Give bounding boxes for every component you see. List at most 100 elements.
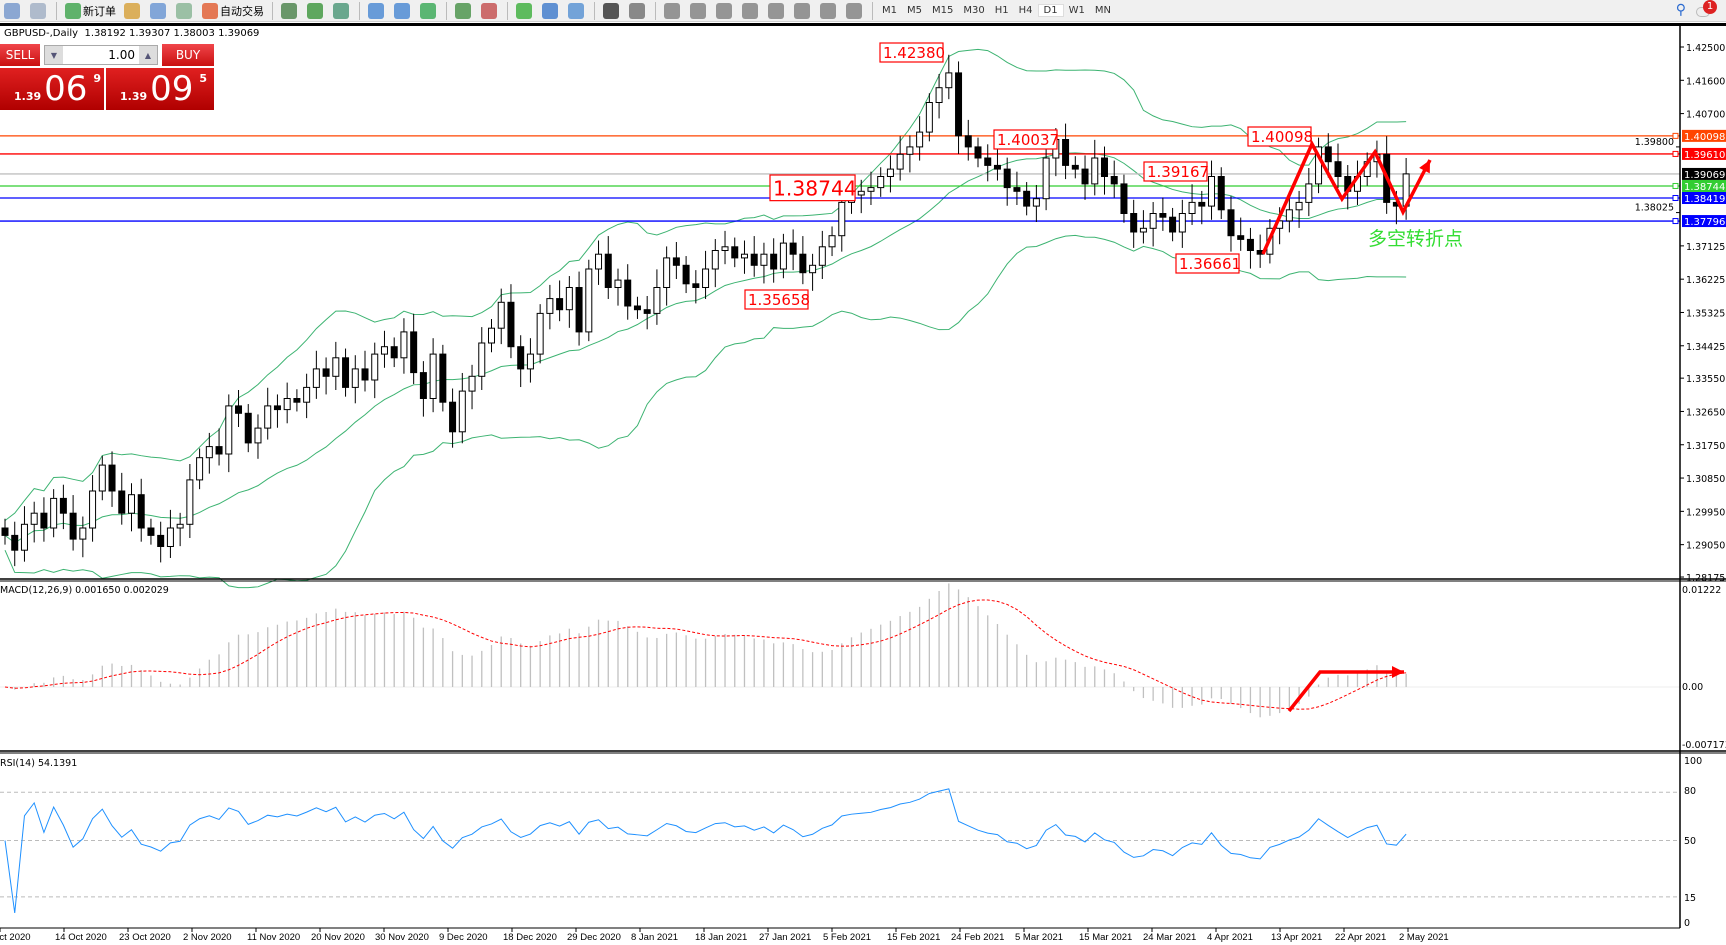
- buy-button[interactable]: BUY: [162, 44, 214, 66]
- fibonacci-icon[interactable]: [764, 1, 790, 21]
- candle-body-bull: [1305, 183, 1313, 203]
- macd-signal-line: [4, 599, 1407, 710]
- toolbar: 新订单 自动交易 M1 M5 M15 M30 H1 H4 D1 W1 MN: [0, 0, 1726, 22]
- candle-body-bear: [750, 253, 758, 266]
- indicators-icon[interactable]: [512, 1, 538, 21]
- lot-increase-button[interactable]: ▲: [139, 46, 157, 64]
- candle: [89, 475, 97, 542]
- candle-body-bull: [351, 368, 359, 388]
- timeframe-w1[interactable]: W1: [1068, 5, 1085, 16]
- price-annotation-box: [1143, 161, 1208, 182]
- candle-body-bear: [799, 253, 807, 274]
- bar-chart-icon[interactable]: [277, 1, 303, 21]
- horizontal-line-icon[interactable]: [686, 1, 712, 21]
- signals-icon[interactable]: [172, 1, 198, 21]
- candle: [1042, 139, 1050, 211]
- timeframe-mn[interactable]: MN: [1094, 5, 1111, 16]
- candle: [1315, 137, 1323, 194]
- periods-icon-glyph: [542, 2, 558, 19]
- metaeditor-icon[interactable]: [120, 1, 146, 21]
- timeframe-m15[interactable]: M15: [932, 5, 954, 16]
- candle-body-bull: [468, 375, 476, 392]
- notifications-icon[interactable]: 1: [1696, 0, 1718, 19]
- line-chart-icon[interactable]: [329, 1, 355, 21]
- timeframe-d1[interactable]: D1: [1037, 4, 1064, 17]
- date-tick-label: 24 Mar 2021: [1143, 932, 1196, 943]
- candle: [40, 497, 48, 542]
- chart-shift-icon[interactable]: [477, 1, 503, 21]
- candle: [740, 240, 748, 274]
- candle-body-bear: [770, 253, 778, 270]
- price-tick-label: 1.37125: [1686, 242, 1725, 253]
- auto-trading-button[interactable]: 自动交易: [198, 1, 268, 21]
- tile-windows-icon[interactable]: [416, 1, 442, 21]
- candle: [760, 242, 768, 284]
- periods-icon[interactable]: [538, 1, 564, 21]
- candle-body-bull: [906, 146, 914, 155]
- cursor-icon[interactable]: [599, 1, 625, 21]
- price-marker-text: 1.39069: [1684, 170, 1725, 181]
- timeframe-m5[interactable]: M5: [907, 5, 922, 16]
- zoom-out-icon[interactable]: [390, 1, 416, 21]
- templates-icon[interactable]: [564, 1, 590, 21]
- timeframe-h4[interactable]: H4: [1018, 5, 1033, 16]
- candle-body-bull: [1042, 157, 1050, 200]
- zigzag-arrow: [1261, 140, 1432, 255]
- candle: [1081, 155, 1089, 200]
- sell-button[interactable]: SELL: [0, 44, 40, 66]
- autoscroll-icon[interactable]: [451, 1, 477, 21]
- timeframe-m30[interactable]: M30: [963, 5, 985, 16]
- candle: [614, 268, 622, 306]
- candle: [273, 394, 281, 428]
- lot-size-input[interactable]: 1.00: [108, 48, 135, 62]
- price-marker: [1682, 167, 1726, 180]
- date-tick-label: 23 Oct 2020: [119, 932, 171, 943]
- candle-body-bull: [1295, 201, 1303, 211]
- date-tick-label: 30 Nov 2020: [375, 932, 429, 943]
- text-label-icon[interactable]: [816, 1, 842, 21]
- candle: [857, 179, 865, 214]
- crosshair-icon[interactable]: [625, 1, 651, 21]
- candle-body-bull: [585, 268, 593, 333]
- arrows-icon-glyph: [846, 2, 862, 19]
- equidistant-channel-icon[interactable]: [738, 1, 764, 21]
- zoom-in-icon[interactable]: [364, 1, 390, 21]
- candle-body-bull: [925, 102, 933, 133]
- search-icon[interactable]: ⚲: [1675, 2, 1686, 18]
- terminal-icon[interactable]: [146, 1, 172, 21]
- new-order-button[interactable]: 新订单: [61, 1, 120, 21]
- date-tick-label: 24 Feb 2021: [951, 932, 1004, 943]
- lot-size-stepper[interactable]: ▼ 1.00 ▲: [44, 45, 158, 65]
- horizontal-line-icon-glyph: [690, 2, 706, 19]
- candle-body-bull: [371, 353, 379, 381]
- buy-price[interactable]: 1.39 09 5: [106, 68, 214, 110]
- arrows-icon[interactable]: [842, 1, 868, 21]
- candle-body-bull: [488, 327, 495, 344]
- date-tick-label: 9 Dec 2020: [439, 932, 488, 943]
- text-icon[interactable]: [790, 1, 816, 21]
- candle: [1227, 196, 1235, 252]
- candle-body-bull: [497, 301, 505, 329]
- candle: [497, 288, 505, 345]
- candle: [1198, 190, 1206, 225]
- lot-decrease-button[interactable]: ▼: [45, 46, 63, 64]
- candle: [361, 350, 369, 392]
- candle: [925, 93, 933, 142]
- macd-arrow-head: [1392, 666, 1404, 678]
- timeframe-m1[interactable]: M1: [882, 5, 897, 16]
- candle-body-bull: [779, 242, 787, 270]
- sell-price[interactable]: 1.39 06 9: [0, 68, 104, 110]
- candlestick-icon[interactable]: [303, 1, 329, 21]
- price-marker: [1682, 191, 1726, 204]
- candle-body-bear: [731, 246, 739, 259]
- timeframe-h1[interactable]: H1: [994, 5, 1009, 16]
- properties-icon[interactable]: [26, 1, 52, 21]
- vertical-line-icon[interactable]: [660, 1, 686, 21]
- candle: [108, 451, 116, 507]
- new-window-icon[interactable]: [0, 1, 26, 21]
- candle: [643, 296, 651, 330]
- candle: [546, 284, 554, 330]
- candle: [1023, 182, 1031, 216]
- trendline-icon[interactable]: [712, 1, 738, 21]
